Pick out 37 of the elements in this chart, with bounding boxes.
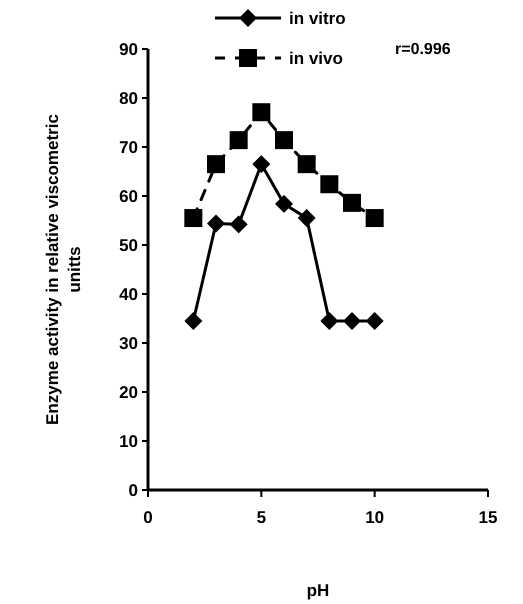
- annotation: r=0.996: [395, 41, 451, 58]
- legend-label: in vitro: [289, 8, 346, 28]
- point: [320, 175, 338, 194]
- x-tick-label: 15: [478, 508, 498, 527]
- x-tick-label: 10: [365, 508, 384, 527]
- point: [320, 312, 338, 330]
- y-tick-label: 40: [119, 284, 138, 304]
- point: [298, 209, 316, 228]
- point: [366, 312, 384, 330]
- y-tick-label: 50: [119, 236, 138, 255]
- point: [207, 155, 225, 174]
- point: [275, 194, 293, 213]
- y-tick-label: 20: [119, 382, 138, 402]
- y-tick-label: 30: [119, 334, 138, 353]
- y-tick-label: 70: [119, 138, 138, 157]
- y-axis-title: Enzyme activity in relative viscometric unitts: [43, 114, 84, 425]
- point: [184, 209, 202, 228]
- y-tick-label: 10: [119, 432, 138, 451]
- y-tick-label: 90: [119, 40, 138, 59]
- point: [366, 209, 384, 228]
- point: [230, 215, 248, 234]
- point: [230, 131, 248, 150]
- point: [275, 131, 293, 150]
- point: [252, 155, 270, 174]
- point: [343, 312, 361, 330]
- point: [252, 103, 270, 122]
- x-tick-label: 0: [143, 508, 153, 527]
- y-tick-label: 0: [128, 480, 138, 500]
- legend-label: in vivo: [289, 48, 343, 68]
- point: [298, 155, 316, 174]
- point: [184, 312, 202, 330]
- point: [207, 214, 225, 232]
- y-tick-label: 60: [119, 186, 138, 206]
- point: [343, 194, 361, 212]
- x-axis-title: pH: [306, 581, 330, 600]
- y-tick-label: 80: [119, 88, 138, 108]
- x-tick-label: 5: [256, 508, 266, 527]
